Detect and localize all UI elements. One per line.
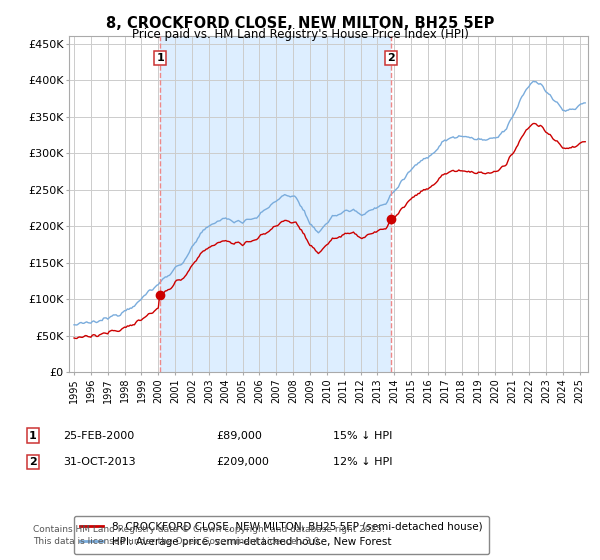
Text: 25-FEB-2000: 25-FEB-2000: [63, 431, 134, 441]
Text: 8, CROCKFORD CLOSE, NEW MILTON, BH25 5EP: 8, CROCKFORD CLOSE, NEW MILTON, BH25 5EP: [106, 16, 494, 31]
Bar: [160, 36, 391, 372]
Text: 1: 1: [29, 431, 37, 441]
Legend: 8, CROCKFORD CLOSE, NEW MILTON, BH25 5EP (semi-detached house), HPI: Average pri: 8, CROCKFORD CLOSE, NEW MILTON, BH25 5EP…: [74, 516, 488, 554]
Text: Price paid vs. HM Land Registry's House Price Index (HPI): Price paid vs. HM Land Registry's House …: [131, 28, 469, 41]
Text: 12% ↓ HPI: 12% ↓ HPI: [333, 457, 392, 467]
Text: 15% ↓ HPI: 15% ↓ HPI: [333, 431, 392, 441]
Text: £89,000: £89,000: [216, 431, 262, 441]
Text: Contains HM Land Registry data © Crown copyright and database right 2025.
This d: Contains HM Land Registry data © Crown c…: [33, 525, 385, 546]
Text: £209,000: £209,000: [216, 457, 269, 467]
Text: 2: 2: [388, 53, 395, 63]
Text: 1: 1: [157, 53, 164, 63]
Text: 31-OCT-2013: 31-OCT-2013: [63, 457, 136, 467]
Text: 2: 2: [29, 457, 37, 467]
